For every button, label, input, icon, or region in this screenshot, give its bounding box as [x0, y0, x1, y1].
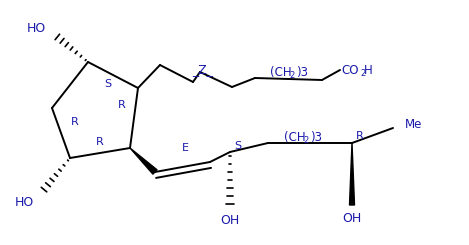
Text: 2: 2 [360, 69, 365, 77]
Text: S: S [234, 141, 242, 151]
Polygon shape [130, 148, 157, 174]
Text: CO: CO [341, 63, 358, 76]
Polygon shape [349, 143, 355, 205]
Text: OH: OH [220, 213, 240, 226]
Text: H: H [364, 63, 373, 76]
Text: R: R [356, 131, 364, 141]
Text: )3: )3 [296, 65, 308, 78]
Text: (CH: (CH [270, 65, 292, 78]
Text: HO: HO [15, 196, 34, 208]
Text: 2: 2 [289, 71, 295, 79]
Text: R: R [71, 117, 79, 127]
Text: (CH: (CH [284, 131, 306, 144]
Text: )3: )3 [310, 131, 322, 144]
Text: OH: OH [342, 211, 362, 224]
Text: _Z_: _Z_ [192, 63, 213, 76]
Text: HO: HO [26, 22, 45, 35]
Text: R: R [96, 137, 104, 147]
Text: 2: 2 [303, 135, 309, 145]
Text: E: E [182, 143, 189, 153]
Text: Me: Me [405, 118, 423, 131]
Text: S: S [105, 79, 112, 89]
Text: R: R [118, 100, 126, 110]
